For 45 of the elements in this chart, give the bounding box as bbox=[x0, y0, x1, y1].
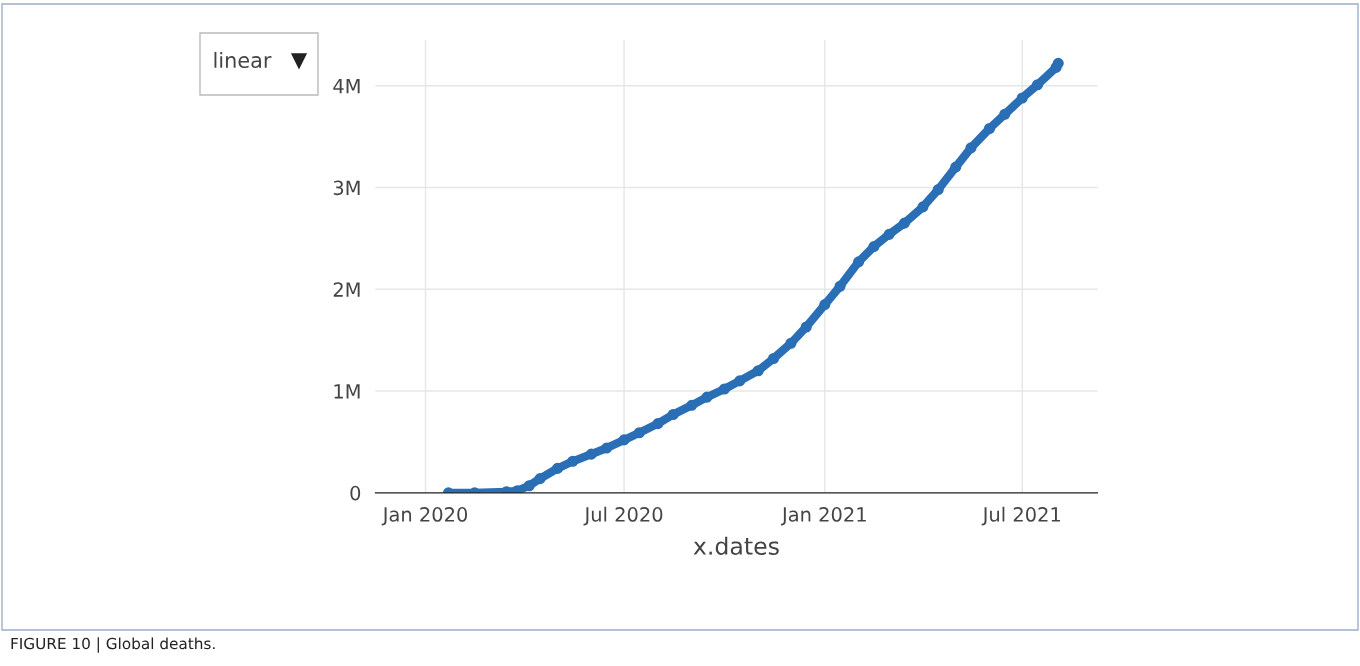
x-tick-label: Jul 2020 bbox=[583, 506, 663, 526]
point bbox=[1052, 57, 1064, 69]
point bbox=[800, 321, 812, 333]
point bbox=[523, 480, 535, 492]
x-tick-label: Jan 2020 bbox=[381, 507, 468, 526]
y-tick-label: 1M bbox=[334, 384, 360, 399]
y-tick-label: 2M bbox=[333, 282, 360, 297]
point bbox=[965, 142, 977, 154]
point bbox=[667, 408, 679, 421]
point bbox=[1031, 79, 1044, 91]
point bbox=[601, 442, 613, 454]
point bbox=[983, 122, 996, 135]
y-tick-label: 4M bbox=[333, 78, 360, 94]
point bbox=[686, 399, 698, 411]
point bbox=[1016, 92, 1028, 104]
y-tick-label: 3M bbox=[333, 180, 360, 196]
point bbox=[917, 201, 929, 213]
point bbox=[633, 427, 645, 439]
point bbox=[585, 448, 597, 460]
point bbox=[883, 228, 895, 240]
point bbox=[834, 280, 846, 292]
point bbox=[853, 256, 865, 268]
point bbox=[950, 161, 962, 173]
point bbox=[652, 418, 664, 430]
point bbox=[567, 455, 579, 467]
point bbox=[767, 352, 780, 365]
point bbox=[534, 473, 546, 485]
point bbox=[734, 375, 746, 387]
point bbox=[932, 184, 944, 196]
text: linear bbox=[214, 51, 272, 69]
point bbox=[785, 337, 797, 349]
point bbox=[701, 391, 713, 403]
x-axis-title: x.dates bbox=[693, 536, 779, 555]
point bbox=[868, 240, 880, 253]
y-tick-label: 0 bbox=[350, 485, 361, 501]
point bbox=[999, 108, 1011, 120]
caption: FIGURE 10 | Global deaths. bbox=[11, 637, 215, 653]
point bbox=[898, 217, 910, 229]
point bbox=[551, 462, 564, 474]
point bbox=[752, 365, 764, 377]
point bbox=[618, 434, 630, 446]
x-tick-label: Jan 2021 bbox=[780, 507, 866, 526]
point bbox=[819, 299, 831, 311]
x-tick-label: Jul 2021 bbox=[981, 506, 1061, 526]
point bbox=[718, 383, 730, 395]
